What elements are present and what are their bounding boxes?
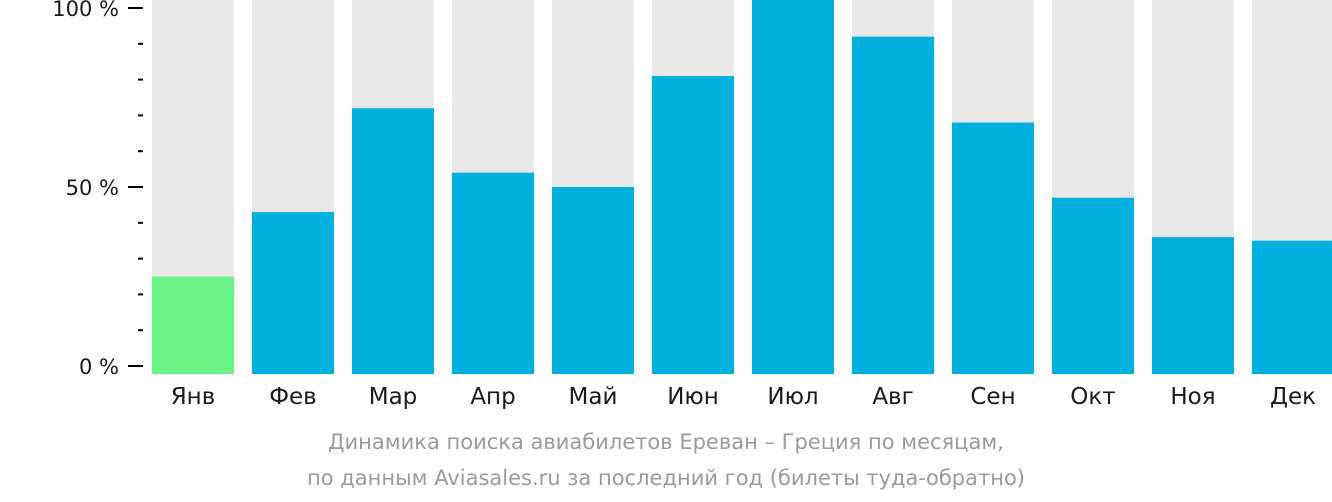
- x-tick-label: Авг: [872, 384, 913, 410]
- x-tick-label: Июн: [667, 384, 719, 410]
- x-tick-label: Июл: [767, 384, 818, 410]
- x-tick-label: Янв: [171, 384, 216, 410]
- chart-caption-line-1: Динамика поиска авиабилетов Ереван – Гре…: [328, 430, 1004, 454]
- bar: [1252, 240, 1332, 374]
- bar: [652, 76, 734, 375]
- bar: [752, 0, 834, 374]
- x-tick-label: Апр: [470, 384, 515, 410]
- x-tick-label: Май: [569, 384, 618, 410]
- bar: [352, 108, 434, 375]
- y-tick-label: 0 %: [79, 355, 119, 379]
- bar: [252, 212, 334, 374]
- bar: [152, 276, 234, 374]
- y-tick-label: 100 %: [52, 0, 119, 21]
- x-tick-label: Окт: [1070, 384, 1115, 410]
- bars: [152, 0, 1332, 375]
- x-tick-label: Ноя: [1170, 384, 1215, 410]
- x-tick-label: Сен: [970, 384, 1015, 410]
- x-axis-labels: Янв Фев Мар Апр Май Июн Июл Авг Сен Окт Ноя Дек: [171, 384, 1316, 410]
- x-tick-label: Мар: [369, 384, 418, 410]
- bar: [952, 122, 1034, 374]
- bar: [1152, 237, 1234, 374]
- x-tick-label: Дек: [1270, 384, 1316, 410]
- chart-caption-line-2: по данным Aviasales.ru за последний год …: [307, 466, 1025, 490]
- y-tick-label: 50 %: [66, 176, 119, 200]
- bar: [1052, 197, 1134, 374]
- y-axis: 0 % 50 % 100 %: [52, 0, 143, 379]
- bar: [852, 36, 934, 374]
- bar: [552, 187, 634, 374]
- x-tick-label: Фев: [269, 384, 317, 410]
- bar: [452, 172, 534, 374]
